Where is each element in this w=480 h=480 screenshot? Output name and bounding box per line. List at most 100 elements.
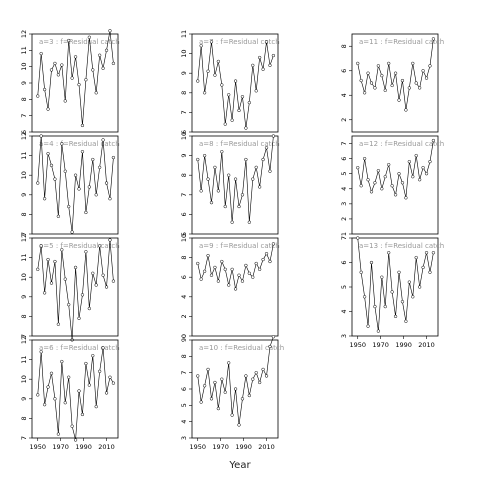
data-point-3-8 (63, 401, 67, 405)
data-point-6-22 (271, 242, 276, 246)
y-tick-label-7-2: 5 (180, 403, 188, 407)
data-point-4-14 (244, 126, 248, 130)
x-tick-label-3-2: 1990 (75, 443, 92, 451)
y-tick-label-2-3: 10 (20, 273, 28, 281)
data-point-0-20 (104, 48, 109, 52)
x-tick-label-7-3: 2010 (258, 443, 275, 451)
y-tick-label-6-2: 4 (180, 295, 188, 299)
y-tick-label-3-0: 7 (20, 436, 28, 440)
data-point-0-22 (111, 61, 116, 66)
data-point-4-20 (264, 40, 269, 44)
data-point-5-20 (264, 146, 269, 150)
data-point-2-1 (39, 244, 43, 248)
data-point-9-0 (356, 166, 360, 170)
data-point-6-14 (244, 263, 248, 268)
data-point-4-6 (216, 59, 221, 64)
y-tick-label-1-1: 8 (20, 212, 28, 216)
data-point-3-17 (94, 404, 98, 409)
panel-title-7: a=10 : f=Residual catch (199, 344, 284, 352)
panel-frame-9 (351, 135, 439, 235)
data-point-6-21 (268, 259, 272, 264)
y-tick-label-6-4: 8 (180, 256, 188, 260)
y-tick-label-4-0: 6 (180, 130, 188, 134)
x-tick-label-3-0: 1950 (29, 443, 46, 451)
data-point-1-4 (49, 163, 54, 168)
data-point-0-18 (98, 53, 102, 57)
data-point-9-19 (421, 166, 425, 170)
data-point-10-4 (369, 260, 374, 265)
data-point-1-17 (94, 193, 98, 197)
data-point-7-7 (220, 377, 224, 381)
data-point-8-22 (431, 37, 436, 41)
y-tick-label-7-1: 4 (180, 420, 188, 424)
data-point-1-8 (63, 169, 67, 173)
data-point-2-20 (104, 285, 109, 289)
panel-frame-4 (191, 33, 279, 133)
data-point-3-18 (98, 369, 102, 374)
data-point-3-21 (108, 375, 112, 379)
data-point-5-22 (271, 134, 276, 138)
x-tick-label-10-3: 2010 (418, 341, 435, 349)
data-point-10-2 (362, 295, 367, 299)
data-point-1-18 (98, 165, 102, 170)
y-tick-label-2-0: 7 (20, 334, 28, 338)
data-point-2-16 (91, 271, 95, 275)
series-line-3 (37, 347, 114, 441)
data-point-8-10 (390, 83, 394, 88)
y-tick-label-8-0: 2 (340, 118, 348, 122)
data-point-1-22 (111, 155, 116, 160)
data-point-6-19 (261, 257, 265, 262)
y-tick-label-8-3: 8 (340, 44, 348, 48)
data-point-7-9 (227, 361, 231, 365)
panel-frame-3 (31, 339, 119, 439)
data-point-8-1 (359, 78, 363, 83)
data-point-7-14 (244, 374, 248, 378)
data-point-4-17 (254, 89, 258, 93)
y-tick-label-9-2: 3 (340, 202, 348, 206)
data-point-4-7 (220, 83, 224, 87)
data-point-3-5 (53, 397, 57, 401)
data-point-5-14 (244, 157, 248, 162)
data-point-3-20 (104, 391, 109, 395)
data-point-1-1 (39, 134, 43, 138)
data-point-4-22 (271, 53, 276, 58)
data-point-6-6 (216, 279, 221, 283)
data-point-5-13 (240, 193, 245, 197)
data-point-10-18 (418, 285, 422, 289)
data-point-7-19 (261, 367, 265, 372)
data-point-5-2 (202, 153, 207, 158)
data-point-0-9 (67, 38, 71, 43)
data-point-10-16 (411, 295, 415, 299)
data-point-10-7 (380, 275, 384, 279)
y-tick-label-2-1: 8 (20, 314, 28, 318)
data-point-3-12 (77, 389, 81, 393)
data-point-2-5 (53, 259, 57, 264)
y-tick-label-2-2: 9 (20, 295, 28, 299)
data-point-9-12 (397, 172, 401, 176)
data-point-7-1 (199, 400, 203, 404)
data-point-4-1 (199, 44, 203, 48)
y-tick-label-7-5: 8 (180, 354, 188, 358)
y-tick-label-3-2: 9 (20, 397, 28, 401)
data-point-3-0 (36, 393, 40, 397)
data-point-6-0 (196, 261, 200, 266)
y-tick-label-2-4: 11 (20, 253, 28, 261)
data-point-5-4 (209, 200, 214, 205)
y-tick-label-0-0: 6 (20, 130, 28, 134)
data-point-3-1 (39, 350, 43, 354)
y-tick-label-3-1: 8 (20, 416, 28, 420)
data-point-8-8 (383, 88, 387, 92)
data-point-2-17 (94, 283, 98, 287)
data-point-0-8 (63, 99, 67, 103)
data-point-9-21 (428, 159, 432, 164)
data-point-6-9 (227, 283, 231, 287)
y-tick-label-9-3: 4 (340, 187, 348, 191)
data-point-4-18 (258, 55, 262, 60)
data-point-10-13 (400, 300, 405, 304)
panel-title-10: a=13 : f=Residual catch (359, 242, 444, 250)
data-point-10-0 (356, 236, 360, 240)
data-point-2-14 (84, 250, 88, 254)
data-point-6-18 (258, 267, 262, 272)
data-point-0-7 (60, 63, 64, 67)
data-point-5-6 (216, 189, 221, 193)
